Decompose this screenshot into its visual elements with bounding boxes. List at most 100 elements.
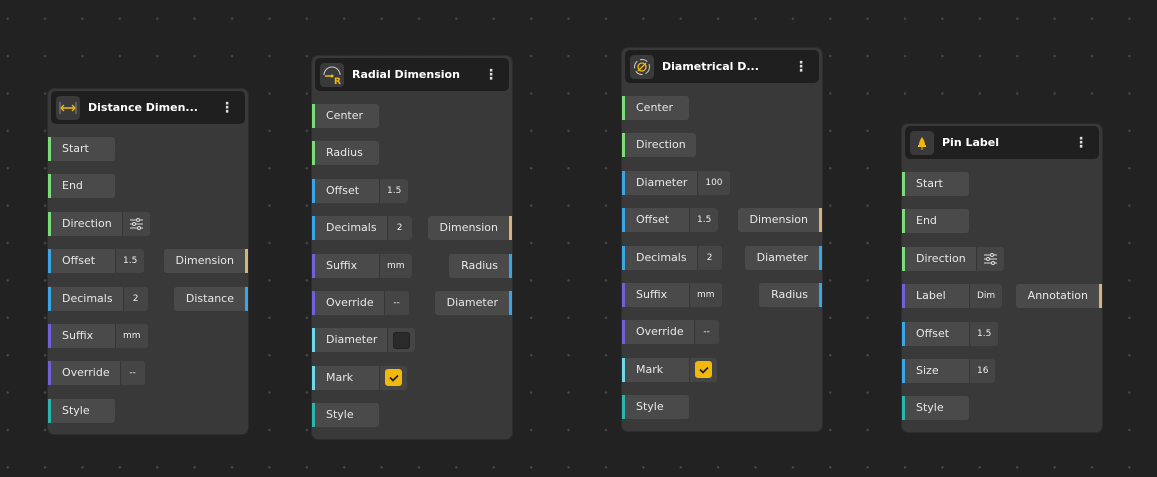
input-label[interactable]: Decimals [48, 286, 123, 311]
input-label[interactable]: Label Dim [902, 284, 1003, 309]
input-diameter[interactable]: Diameter 100 [622, 170, 730, 195]
input-style[interactable]: Style [48, 398, 115, 423]
input-value-field[interactable]: mm [379, 253, 412, 278]
input-value-field[interactable]: -- [693, 320, 719, 345]
checkbox-wrapper[interactable] [379, 365, 407, 390]
input-label[interactable]: Suffix [622, 283, 689, 307]
input-value-field[interactable]: -- [119, 361, 145, 386]
input-decimals[interactable]: Decimals 2 [48, 286, 148, 311]
input-label[interactable]: Style [902, 396, 969, 421]
input-suffix[interactable]: Suffix mm [48, 324, 148, 348]
input-mark[interactable]: Mark [312, 365, 407, 390]
input-direction[interactable]: Direction [622, 133, 696, 158]
input-decimals[interactable]: Decimals 2 [312, 216, 412, 241]
input-label[interactable]: Override [312, 291, 384, 315]
input-style[interactable]: Style [622, 395, 689, 420]
input-label[interactable]: Decimals [312, 216, 387, 241]
input-offset[interactable]: Offset 1.5 [902, 321, 999, 346]
input-size[interactable]: Size 16 [902, 359, 996, 383]
input-label[interactable]: Diameter [622, 170, 698, 195]
node-header[interactable]: R Radial Dimension ⋮ [315, 58, 509, 91]
input-label[interactable]: Offset [622, 208, 689, 233]
settings-sliders-icon[interactable] [121, 211, 150, 236]
input-label[interactable]: Suffix [48, 324, 115, 348]
input-offset[interactable]: Offset 1.5 [622, 208, 719, 233]
input-label[interactable]: Style [312, 403, 379, 428]
input-label[interactable]: Override [622, 320, 694, 345]
input-label[interactable]: Direction [902, 246, 976, 271]
input-start[interactable]: Start [902, 172, 969, 196]
output-diameter[interactable]: Diameter [744, 245, 823, 270]
input-value-field[interactable]: 100 [697, 170, 730, 195]
input-suffix[interactable]: Suffix mm [622, 283, 722, 307]
input-direction[interactable]: Direction [902, 246, 1004, 271]
output-diameter[interactable]: Diameter [434, 291, 513, 315]
input-end[interactable]: End [902, 209, 969, 234]
more-options-icon[interactable]: ⋮ [1074, 134, 1088, 151]
input-decimals[interactable]: Decimals 2 [622, 245, 722, 270]
input-center[interactable]: Center [622, 96, 689, 120]
input-value-field[interactable]: 1.5 [969, 321, 999, 346]
output-dimension[interactable]: Dimension [737, 208, 823, 233]
output-radius[interactable]: Radius [759, 283, 822, 307]
input-mark[interactable]: Mark [622, 357, 717, 382]
input-value-field[interactable]: 2 [696, 245, 722, 270]
input-suffix[interactable]: Suffix mm [312, 253, 412, 278]
output-annotation[interactable]: Annotation [1015, 284, 1103, 309]
input-value-field[interactable]: mm [115, 324, 148, 348]
input-value-field[interactable]: 1.5 [115, 249, 145, 274]
input-value-field[interactable]: 2 [386, 216, 412, 241]
checkbox-wrapper[interactable] [387, 328, 416, 353]
input-label[interactable]: Style [622, 395, 689, 420]
input-label[interactable]: Center [312, 104, 379, 128]
node-header[interactable]: Diametrical D... ⋮ [625, 50, 819, 83]
input-label[interactable]: Direction [622, 133, 696, 158]
input-diameter[interactable]: Diameter [312, 328, 416, 353]
input-label[interactable]: Mark [622, 357, 689, 382]
input-label[interactable]: Suffix [312, 253, 379, 278]
node-header[interactable]: Distance Dimen... ⋮ [51, 91, 245, 124]
node-diametrical-d[interactable]: Diametrical D... ⋮ Center Direction Diamete… [621, 47, 823, 432]
settings-sliders-icon[interactable] [975, 246, 1004, 271]
input-label[interactable]: Override [48, 361, 120, 386]
input-value-field[interactable]: Dim [969, 284, 1003, 309]
input-end[interactable]: End [48, 174, 115, 199]
input-label[interactable]: Label [902, 284, 969, 309]
node-header[interactable]: Pin Label ⋮ [905, 126, 1099, 159]
input-radius[interactable]: Radius [312, 141, 379, 166]
node-radial-dimension[interactable]: R Radial Dimension ⋮ Center Radius Offset 1.… [311, 55, 513, 440]
input-value-field[interactable]: mm [689, 283, 722, 307]
input-value-field[interactable]: 1.5 [689, 208, 719, 233]
input-label[interactable]: Center [622, 96, 689, 120]
input-override[interactable]: Override -- [622, 320, 719, 345]
output-radius[interactable]: Radius [449, 253, 512, 278]
input-value-field[interactable]: -- [383, 291, 409, 315]
input-override[interactable]: Override -- [48, 361, 145, 386]
output-dimension[interactable]: Dimension [163, 249, 249, 274]
input-label[interactable]: Offset [312, 178, 379, 203]
input-label[interactable]: End [48, 174, 115, 199]
input-value-field[interactable]: 1.5 [379, 178, 409, 203]
input-label[interactable]: Offset [902, 321, 969, 346]
output-dimension[interactable]: Dimension [427, 216, 513, 241]
input-label[interactable]: Radius [312, 141, 379, 166]
input-center[interactable]: Center [312, 104, 379, 128]
input-value-field[interactable]: 16 [969, 359, 996, 383]
checkbox-unchecked[interactable] [393, 331, 411, 349]
input-label[interactable]: Mark [312, 365, 379, 390]
input-style[interactable]: Style [902, 396, 969, 421]
checkbox-wrapper[interactable] [689, 357, 717, 382]
node-pin-label[interactable]: Pin Label ⋮ Start End Direction Label Dim Offs… [901, 123, 1103, 433]
node-distance-dimen[interactable]: Distance Dimen... ⋮ Start End Direction Offs… [47, 88, 249, 435]
input-style[interactable]: Style [312, 403, 379, 428]
input-label[interactable]: Offset [48, 249, 115, 274]
checkbox-checked[interactable] [695, 361, 712, 379]
input-label[interactable]: Size [902, 359, 969, 383]
input-label[interactable]: Direction [48, 211, 122, 236]
input-direction[interactable]: Direction [48, 211, 150, 236]
checkbox-checked[interactable] [385, 369, 402, 387]
output-distance[interactable]: Distance [173, 286, 249, 311]
more-options-icon[interactable]: ⋮ [220, 99, 234, 116]
input-override[interactable]: Override -- [312, 291, 409, 315]
input-label[interactable]: Decimals [622, 245, 697, 270]
